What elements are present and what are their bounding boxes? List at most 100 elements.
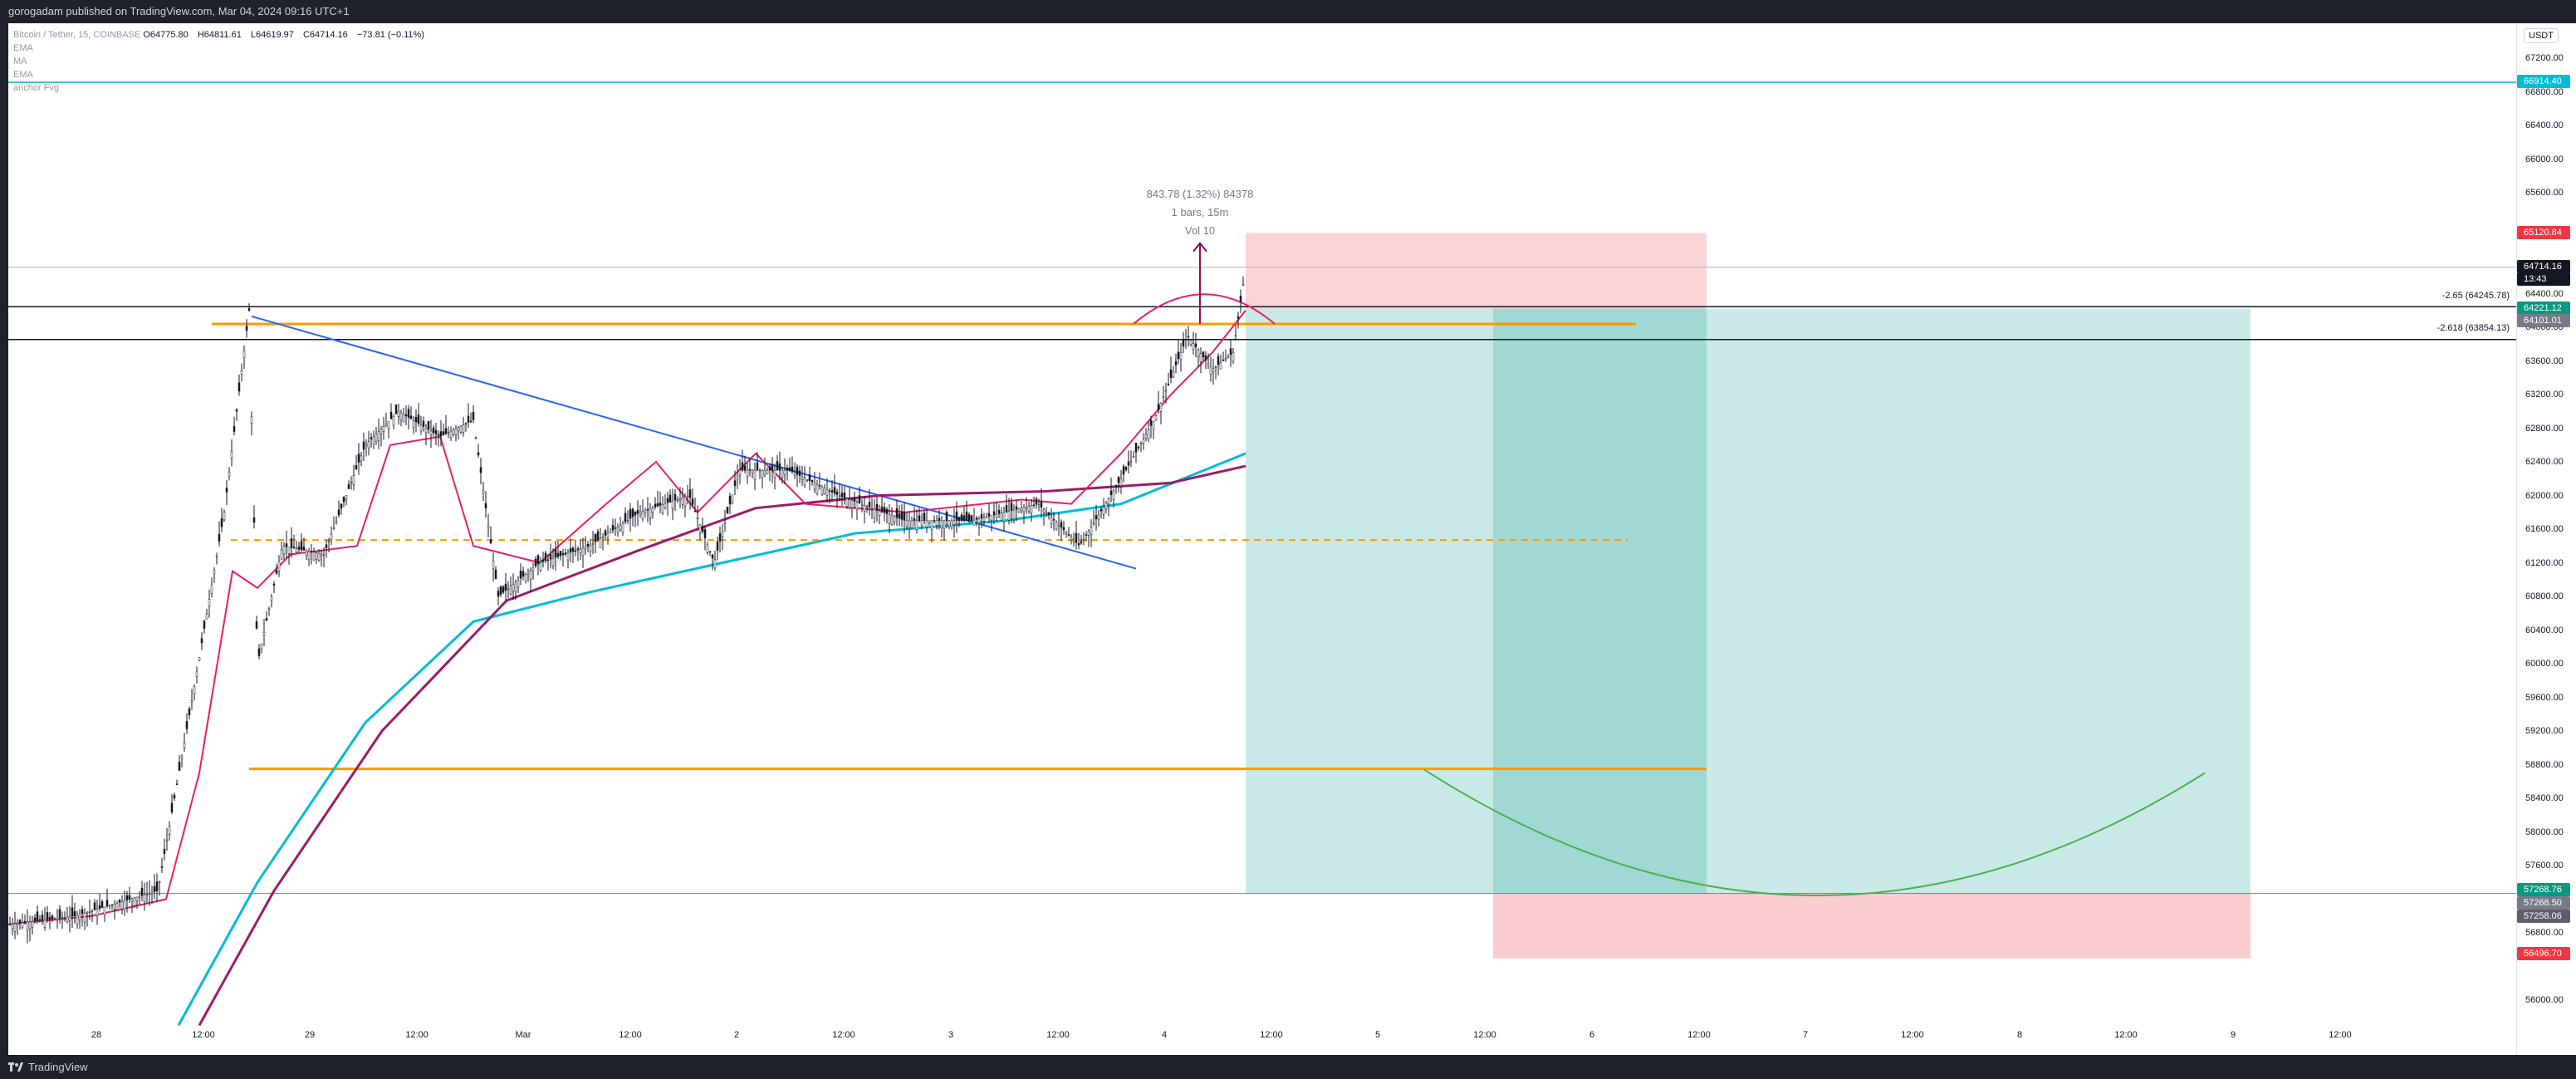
indicator-ema-fast[interactable]: EMA (13, 43, 33, 53)
candle-body (260, 644, 263, 650)
chart-legend: Bitcoin / Tether, 15, COINBASE O64775.80… (13, 28, 431, 95)
candle-body (1017, 508, 1021, 513)
candle-body (133, 897, 136, 906)
price-tag-level[interactable]: 57268.50 (2517, 896, 2570, 910)
candle-body (1179, 352, 1183, 360)
candle-body (905, 520, 908, 527)
tradingview-logo-icon (8, 1062, 23, 1072)
price-tick: 62800.00 (2525, 424, 2564, 434)
candle-body (190, 700, 193, 703)
indicator-ma[interactable]: MA (13, 56, 27, 66)
candle-body (275, 570, 278, 574)
candle-body (783, 469, 786, 475)
candle-body (840, 493, 844, 498)
price-tag-entry[interactable]: 64221.12 (2517, 302, 2570, 315)
candle-body (975, 517, 978, 520)
candle-body (507, 588, 510, 590)
candle-body (474, 437, 477, 439)
price-tick: 67200.00 (2525, 53, 2564, 63)
candle-body (509, 586, 512, 595)
candle-body (95, 909, 99, 916)
candle-body (357, 454, 360, 463)
candle-body (91, 910, 94, 912)
candle-body (965, 512, 968, 522)
candle-body (1090, 527, 1093, 535)
price-tag-cyan-line[interactable]: 66914.40 (2517, 75, 2570, 88)
tradingview-logo[interactable]: TradingView (0, 1055, 88, 1079)
candle-body (228, 471, 231, 477)
candle-body (16, 923, 19, 925)
price-tag-level[interactable]: 64101.01 (2517, 314, 2570, 327)
time-label: 29 (304, 1030, 316, 1040)
candle-body (1224, 358, 1227, 360)
candle-body (48, 917, 51, 920)
candle-body (1214, 366, 1217, 368)
measure-volume: Vol 10 (1184, 224, 1216, 237)
price-chart[interactable] (8, 23, 2516, 1055)
candle-body (447, 432, 450, 434)
currency-badge[interactable]: USDT (2524, 28, 2559, 43)
ohlc-high: H64811.61 (197, 30, 242, 40)
price-tick: 57600.00 (2525, 861, 2564, 871)
candle-body (240, 370, 243, 375)
candle-body (1035, 498, 1038, 505)
candle-body (995, 514, 998, 517)
candle-body (967, 514, 971, 522)
candle-body (412, 419, 415, 428)
candle-body (1187, 336, 1190, 338)
candle-body (681, 497, 684, 505)
price-tag-level[interactable]: 57258.06 (2517, 910, 2570, 923)
candle-body (833, 487, 836, 494)
candle-body (377, 431, 380, 441)
candle-body (1075, 532, 1078, 543)
candle-body (367, 441, 370, 449)
candle-body (1037, 504, 1041, 507)
candle-body (900, 511, 904, 520)
candle-body (287, 547, 291, 554)
price-tag-target[interactable]: 57268.76 (2517, 883, 2570, 896)
candle-body (644, 510, 647, 513)
price-tag-short-stop[interactable]: 56496.70 (2517, 947, 2570, 960)
candle-body (616, 527, 620, 532)
candle-body (606, 533, 610, 538)
candle-body (935, 520, 938, 526)
candle-body (1007, 511, 1011, 521)
candle-body (589, 545, 592, 552)
candle-body (26, 921, 29, 931)
price-axis[interactable]: USDT 67200.00 66800.00 66400.00 66000.00… (2516, 23, 2576, 1055)
candle-body (718, 533, 722, 542)
long-profit-zone (1246, 308, 2250, 894)
candle-body (120, 901, 124, 910)
candle-body (168, 826, 171, 835)
candle-body (860, 503, 864, 506)
indicator-anchor-fvg[interactable]: anchor Fvg (13, 83, 60, 93)
indicator-ema-slow[interactable]: EMA (13, 70, 33, 80)
candle-body (526, 571, 530, 575)
candle-body (584, 547, 587, 550)
candle-body (1212, 368, 1215, 372)
candle-body (987, 513, 991, 517)
candle-body (596, 531, 600, 541)
candle-body (1102, 507, 1105, 515)
candle-body (280, 549, 283, 560)
price-tag-stop-loss[interactable]: 65120.84 (2517, 226, 2570, 239)
chart-pane[interactable]: Bitcoin / Tether, 15, COINBASE O64775.80… (8, 23, 2516, 1055)
candle-body (539, 562, 542, 571)
candle-body (641, 511, 644, 519)
candle-body (569, 548, 572, 553)
candle-body (808, 474, 811, 482)
candle-body (504, 583, 507, 591)
candle-body (835, 491, 839, 495)
candle-body (272, 583, 276, 586)
symbol-title[interactable]: Bitcoin / Tether, 15, COINBASE (13, 30, 141, 40)
candle-body (242, 351, 246, 358)
candle-body (1132, 456, 1135, 459)
candle-body (678, 498, 682, 501)
candle-body (429, 430, 433, 435)
candle-body (1012, 509, 1016, 520)
candle-body (370, 437, 373, 439)
candle-body (803, 478, 806, 486)
price-tag-last-price[interactable]: 64714.16 (2517, 260, 2570, 273)
candle-body (953, 520, 956, 526)
candle-body (940, 520, 943, 528)
